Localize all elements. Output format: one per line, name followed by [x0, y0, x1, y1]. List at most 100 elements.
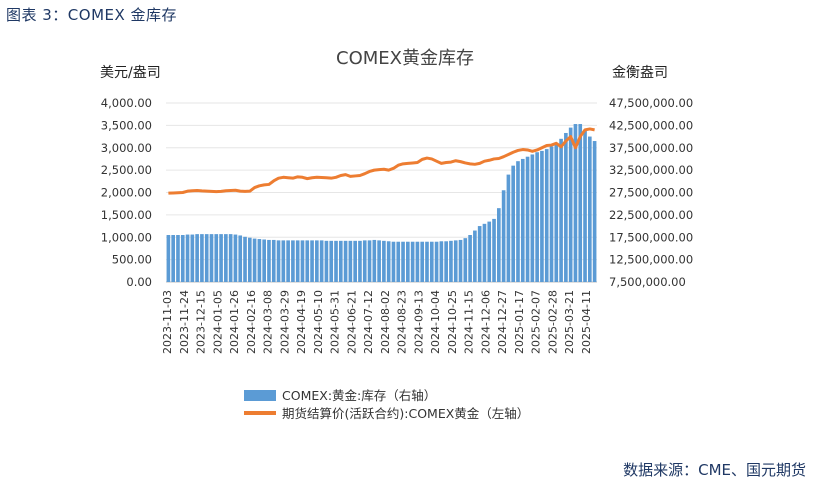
x-tick-label: 2024-02-16: [245, 290, 258, 354]
inventory-bar: [276, 240, 281, 282]
x-tick-label: 2024-08-02: [379, 290, 392, 354]
left-tick-label: 2,000.00: [101, 186, 152, 200]
inventory-bar: [501, 190, 506, 282]
x-tick-label: 2024-04-19: [295, 290, 308, 354]
inventory-bar: [578, 124, 583, 282]
x-tick-label: 2024-10-04: [429, 290, 442, 354]
inventory-bar: [214, 234, 219, 282]
left-tick-label: 1,500.00: [101, 208, 152, 222]
inventory-bar: [243, 236, 247, 282]
x-tick-label: 2024-03-29: [278, 290, 291, 354]
inventory-bar: [406, 241, 410, 282]
inventory-bar: [300, 240, 305, 282]
right-tick-label: 12,500,000.00: [609, 253, 693, 267]
inventory-bar: [224, 234, 228, 282]
inventory-bar: [295, 240, 300, 282]
inventory-bar: [468, 235, 472, 282]
right-tick-label: 37,500,000.00: [609, 141, 693, 155]
x-tick-label: 2024-11-15: [463, 290, 476, 354]
x-tick-label: 2023-11-24: [178, 290, 191, 354]
x-tick-label: 2024-06-21: [345, 290, 358, 354]
inventory-bar: [319, 240, 324, 282]
x-tick-label: 2024-10-25: [446, 290, 459, 354]
inventory-bar: [564, 132, 568, 282]
x-tick-label: 2024-09-13: [412, 290, 425, 354]
inventory-bar: [195, 234, 199, 282]
right-tick-label: 17,500,000.00: [609, 230, 693, 244]
left-tick-label: 4,000.00: [101, 96, 152, 110]
inventory-bar: [382, 240, 386, 282]
inventory-bar: [425, 241, 429, 282]
inventory-bar: [204, 234, 209, 282]
inventory-bar: [549, 146, 554, 282]
inventory-bar: [415, 241, 420, 282]
inventory-bar: [463, 238, 468, 282]
inventory-bar: [544, 149, 549, 282]
left-tick-label: 1,000.00: [101, 230, 152, 244]
inventory-bar: [180, 235, 185, 282]
inventory-bar: [238, 235, 243, 282]
chart-title: COMEX黄金库存: [336, 48, 474, 69]
inventory-bar: [554, 143, 559, 282]
inventory-bar: [525, 156, 530, 282]
left-tick-label: 500.00: [112, 253, 152, 267]
x-tick-label: 2024-01-05: [211, 290, 224, 354]
inventory-bar: [506, 174, 511, 282]
inventory-bar: [362, 240, 367, 282]
inventory-bar: [497, 208, 501, 282]
legend: COMEX:黄金:库存（右轴） 期货结算价(活跃合约):COMEX黄金（左轴）: [244, 388, 529, 421]
inventory-bar: [429, 241, 434, 282]
inventory-bar: [588, 136, 592, 282]
inventory-bar: [568, 127, 573, 282]
inventory-bar: [511, 165, 516, 282]
right-tick-label: 7,500,000.00: [609, 275, 686, 289]
inventory-bar: [434, 241, 439, 282]
inventory-bar: [329, 240, 334, 282]
inventory-bar: [348, 240, 353, 282]
inventory-bar: [439, 241, 444, 282]
x-tick-label: 2025-03-21: [563, 290, 576, 354]
figure-caption: 图表 3：COMEX 金库存: [6, 6, 178, 24]
inventory-bar: [228, 234, 233, 282]
inventory-bar: [492, 218, 496, 282]
x-tick-label: 2024-05-31: [329, 290, 342, 354]
x-tick-label: 2025-04-11: [580, 290, 593, 354]
inventory-bar: [310, 240, 314, 282]
right-axis-ticks: 47,500,000.00 42,500,000.00 37,500,000.00 3…: [609, 96, 693, 289]
inventory-bar: [583, 129, 587, 282]
inventory-bar: [444, 241, 448, 282]
inventory-bar: [458, 239, 463, 282]
inventory-bar: [401, 241, 405, 282]
x-tick-label: 2023-11-03: [161, 290, 174, 354]
right-tick-label: 22,500,000.00: [609, 208, 693, 222]
inventory-bar: [367, 240, 372, 282]
x-tick-label: 2023-12-15: [195, 290, 208, 354]
left-tick-label: 0.00: [126, 275, 152, 289]
inventory-bar: [247, 237, 252, 282]
x-tick-label: 2024-12-27: [496, 290, 509, 354]
x-tick-label: 2024-07-12: [362, 290, 375, 354]
inventory-bar: [257, 239, 262, 282]
inventory-bar: [453, 240, 458, 282]
price-line-group: [168, 127, 595, 195]
inventory-bar: [540, 150, 544, 282]
inventory-bar: [334, 240, 338, 282]
inventory-bar: [487, 221, 492, 282]
inventory-bar: [592, 141, 597, 282]
inventory-bar: [286, 240, 290, 282]
inventory-bar: [573, 124, 578, 282]
price-line: [168, 127, 595, 195]
x-tick-label: 2024-05-10: [312, 290, 325, 354]
inventory-bar: [559, 138, 563, 282]
inventory-bar: [166, 235, 171, 282]
legend-swatch-inventory: [244, 390, 276, 401]
x-tick-label: 2024-03-08: [262, 290, 275, 354]
inventory-bar: [535, 152, 539, 282]
inventory-bar: [386, 241, 391, 282]
left-tick-label: 3,500.00: [101, 118, 152, 132]
inventory-bar: [516, 161, 520, 282]
x-tick-label: 2025-01-17: [513, 290, 526, 354]
inventory-bar: [391, 241, 396, 282]
right-tick-label: 32,500,000.00: [609, 163, 693, 177]
